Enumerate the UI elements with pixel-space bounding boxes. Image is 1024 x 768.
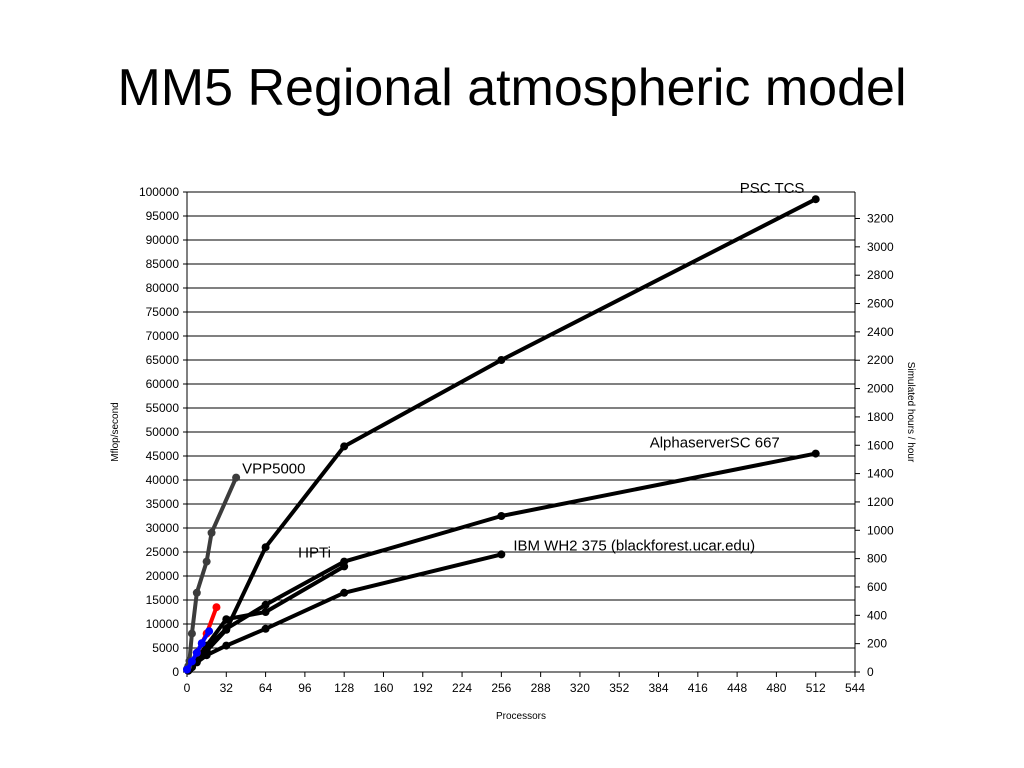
x-tick-label: 96 [298,681,312,695]
data-point-ibm-wh2-375-blackforest-ucar-edu [202,651,211,660]
data-point-series-6 [183,665,191,674]
series-annotation: PSC TCS [740,180,805,197]
y2-tick-label: 600 [867,580,887,594]
x-tick-label: 32 [220,681,234,695]
data-point-series-6 [197,639,206,648]
data-point-ibm-wh2-375-blackforest-ucar-edu [340,588,349,597]
x-tick-label: 288 [531,681,551,695]
series-line-alphaserversc-667 [186,451,818,673]
data-point-vpp5000 [192,588,201,597]
y-axis-title: Mflop/second [110,402,121,461]
y-tick-label: 85000 [146,257,180,271]
y2-tick-label: 200 [867,637,887,651]
y-tick-label: 15000 [146,593,180,607]
data-point-ibm-wh2-375-blackforest-ucar-edu [497,550,506,559]
y2-tick-label: 3000 [867,240,894,254]
y-tick-label: 100000 [139,185,179,199]
data-point-series-6 [187,657,196,666]
x-tick-label: 384 [649,681,669,695]
data-point-series-6 [192,648,201,657]
y2-tick-label: 2200 [867,353,894,367]
y-tick-label: 75000 [146,305,180,319]
y-tick-label: 40000 [146,473,180,487]
data-point-hpti [222,615,231,624]
x-tick-label: 128 [334,681,354,695]
y2-tick-label: 3200 [867,212,894,226]
x-tick-label: 544 [845,681,865,695]
y-tick-label: 35000 [146,497,180,511]
y-tick-label: 25000 [146,545,180,559]
y-tick-label: 30000 [146,521,180,535]
series-annotation: AlphaserverSC 667 [650,435,780,452]
data-point-psc-tcs [811,195,820,204]
data-point-psc-tcs [261,543,270,552]
series-line-psc-tcs [189,197,818,670]
y-tick-label: 65000 [146,353,180,367]
y2-tick-label: 800 [867,552,887,566]
data-point-psc-tcs [497,356,506,364]
data-point-hpti [340,562,349,571]
y2-tick-label: 2800 [867,268,894,282]
data-point-series-6 [205,627,214,636]
x-tick-label: 0 [184,681,191,695]
data-point-vpp5000 [202,557,211,566]
data-point-hpti [261,608,270,616]
data-point-vpp5000 [207,528,216,537]
y2-tick-label: 1000 [867,523,894,537]
y2-tick-label: 400 [867,608,887,622]
series-annotation: HPTi [298,544,331,561]
y-tick-label: 55000 [146,401,180,415]
y2-tick-label: 1800 [867,410,894,424]
data-point-series-5 [212,603,221,612]
y2-tick-label: 1600 [867,438,894,452]
y-tick-label: 70000 [146,329,180,343]
y2-tick-label: 2400 [867,325,894,339]
data-point-vpp5000 [187,629,196,638]
data-point-ibm-wh2-375-blackforest-ucar-edu [222,641,231,650]
x-axis-title: Processors [496,711,546,722]
x-tick-label: 448 [727,681,747,695]
y2-tick-label: 0 [867,665,874,679]
x-tick-label: 512 [806,681,826,695]
x-tick-label: 352 [609,681,629,695]
x-tick-label: 224 [452,681,472,695]
data-point-psc-tcs [340,442,349,451]
x-tick-label: 480 [766,681,786,695]
y-tick-label: 50000 [146,425,180,439]
y2-tick-label: 1200 [867,495,894,509]
x-tick-label: 64 [259,681,273,695]
data-point-ibm-wh2-375-blackforest-ucar-edu [261,624,270,633]
y-tick-label: 10000 [146,617,180,631]
data-point-alphaserversc-667 [222,624,231,633]
y-tick-label: 20000 [146,569,180,583]
y2-tick-label: 2000 [867,382,894,396]
data-point-alphaserversc-667 [497,512,506,520]
y-tick-label: 90000 [146,233,180,247]
x-tick-label: 192 [413,681,433,695]
series-annotation: IBM WH2 375 (blackforest.ucar.edu) [513,537,755,554]
y-tick-label: 95000 [146,209,180,223]
y2-tick-label: 1400 [867,467,894,481]
x-tick-label: 320 [570,681,590,695]
y-tick-label: 0 [172,665,179,679]
y2-tick-label: 2600 [867,297,894,311]
y-tick-label: 60000 [146,377,180,391]
x-tick-label: 256 [491,681,511,695]
slide-title: MM5 Regional atmospheric model [117,59,907,117]
x-tick-label: 416 [688,681,708,695]
data-point-vpp5000 [232,473,241,482]
y-tick-label: 45000 [146,449,180,463]
y-tick-label: 80000 [146,281,180,295]
y2-axis-title: Simulated hours / hour [905,362,916,463]
y-tick-label: 5000 [152,641,179,655]
series-annotation: VPP5000 [242,461,305,478]
data-point-alphaserversc-667 [811,449,820,458]
x-tick-label: 160 [373,681,393,695]
data-point-alphaserversc-667 [261,600,270,609]
